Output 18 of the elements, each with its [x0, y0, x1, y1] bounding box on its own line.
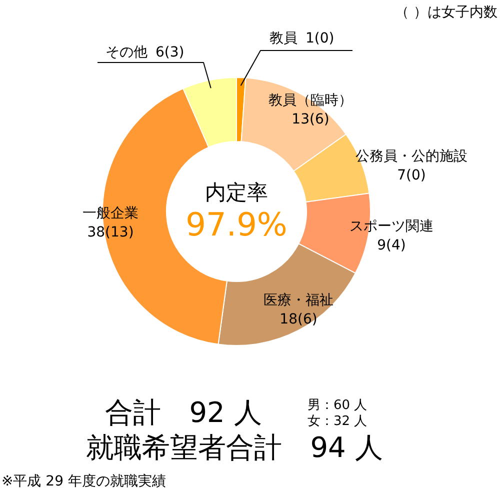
data-label: 9(4): [377, 238, 406, 254]
text: ※平成 29 年度の就職実績: [2, 474, 166, 490]
slice-label: 教員: [270, 30, 298, 46]
slice-label: 教員（臨時）: [268, 92, 352, 108]
data-label: 1(0): [306, 30, 334, 46]
data-label: 13(6): [292, 112, 330, 128]
slice-label: 医療・福祉: [264, 292, 334, 308]
text: 内定率: [205, 180, 268, 204]
text: （ ）は女子内数: [395, 4, 498, 20]
text: 男：60 人: [308, 398, 368, 413]
data-label: 7(0): [397, 168, 426, 184]
data-label: 18(6): [280, 312, 318, 328]
slice-label: その他: [106, 44, 148, 60]
text: 合計 92 人: [105, 396, 262, 429]
text: 女：32 人: [308, 414, 368, 429]
data-label: 6(3): [156, 44, 184, 60]
text: 97.9%: [186, 206, 288, 244]
text: 就職希望者合計 94 人: [86, 431, 383, 464]
